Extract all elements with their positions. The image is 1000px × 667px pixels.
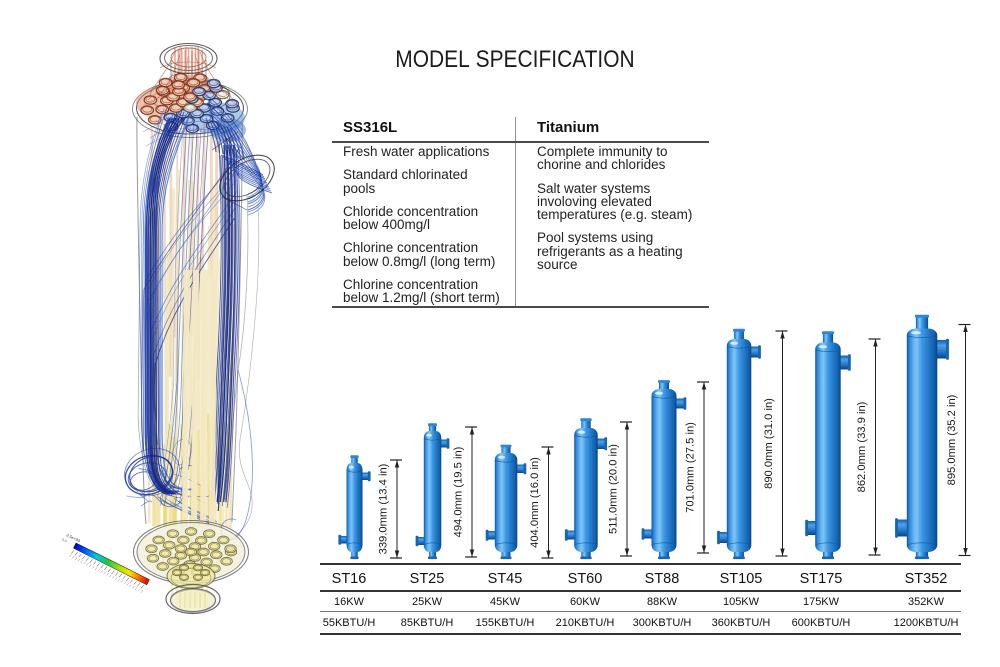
svg-text:2.5e+00: 2.5e+00 [66,532,82,543]
svg-text:339.0mm (13.4 in): 339.0mm (13.4 in) [378,463,390,554]
svg-text:862.0mm (33.9 in): 862.0mm (33.9 in) [856,401,868,492]
svg-text:890.0mm (31.0 in): 890.0mm (31.0 in) [763,398,775,489]
svg-text:701.0mm (27.5 in): 701.0mm (27.5 in) [685,422,697,513]
svg-text:404.0mm (16.0 in): 404.0mm (16.0 in) [529,457,541,548]
svg-text:511.0mm (20.0 in): 511.0mm (20.0 in) [608,444,620,534]
svg-text:895.0mm (35.2 in): 895.0mm (35.2 in) [946,394,958,485]
svg-text:494.0mm (19.5 in): 494.0mm (19.5 in) [453,446,465,537]
svg-text:0.0: 0.0 [61,538,67,544]
